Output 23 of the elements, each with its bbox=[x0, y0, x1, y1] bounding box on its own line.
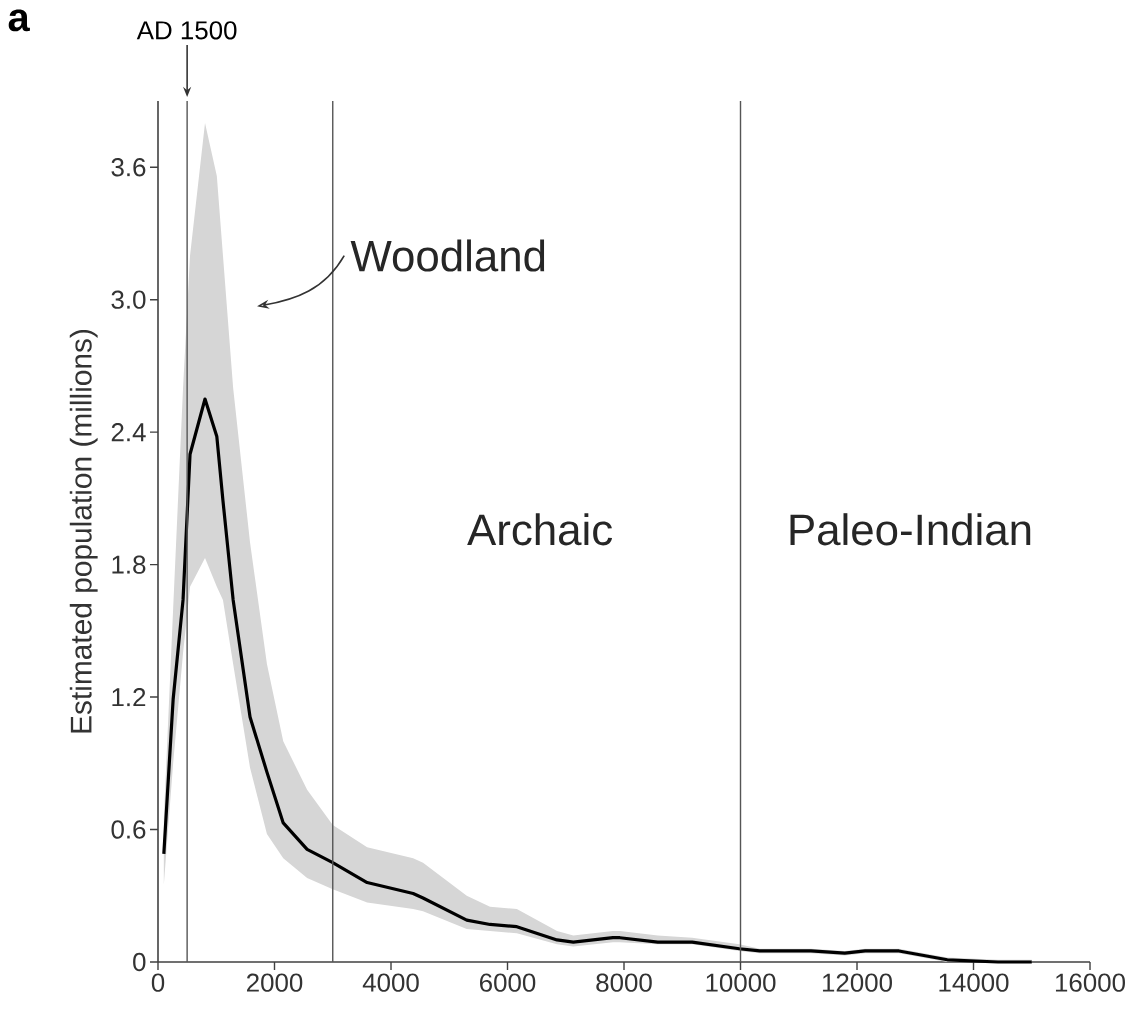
x-tick-label: 2000 bbox=[246, 973, 303, 992]
x-tick-label: 16000 bbox=[1055, 973, 1125, 992]
annotation: Paleo-Indian bbox=[790, 513, 1031, 546]
annotation: Archaic bbox=[467, 513, 613, 546]
annotation: Woodland bbox=[350, 239, 545, 272]
x-tick-label: 0 bbox=[151, 973, 165, 992]
y-tick-label: 0.6 bbox=[111, 820, 146, 839]
x-tick-label: 4000 bbox=[362, 973, 419, 992]
y-tick-label: 3.0 bbox=[111, 290, 146, 309]
x-tick-label: 12000 bbox=[822, 973, 892, 992]
y-tick-label: 2.4 bbox=[111, 423, 146, 442]
line-series bbox=[162, 397, 1034, 964]
y-axis-title: Estimated population (millions) bbox=[69, 329, 98, 733]
y-tick-label: 1.8 bbox=[112, 555, 146, 574]
y-tick-label: 3.6 bbox=[111, 158, 146, 177]
x-tick-label: 14000 bbox=[939, 973, 1009, 992]
y-tick-label: 0 bbox=[133, 952, 146, 972]
ref-line-label: AD 1500 bbox=[136, 21, 237, 40]
chart-title: a bbox=[8, 9, 30, 32]
y-tick-label: 1.2 bbox=[112, 688, 146, 707]
x-tick-label: 10000 bbox=[706, 973, 776, 992]
x-tick-label: 6000 bbox=[480, 973, 536, 992]
x-tick-label: 8000 bbox=[596, 973, 652, 992]
